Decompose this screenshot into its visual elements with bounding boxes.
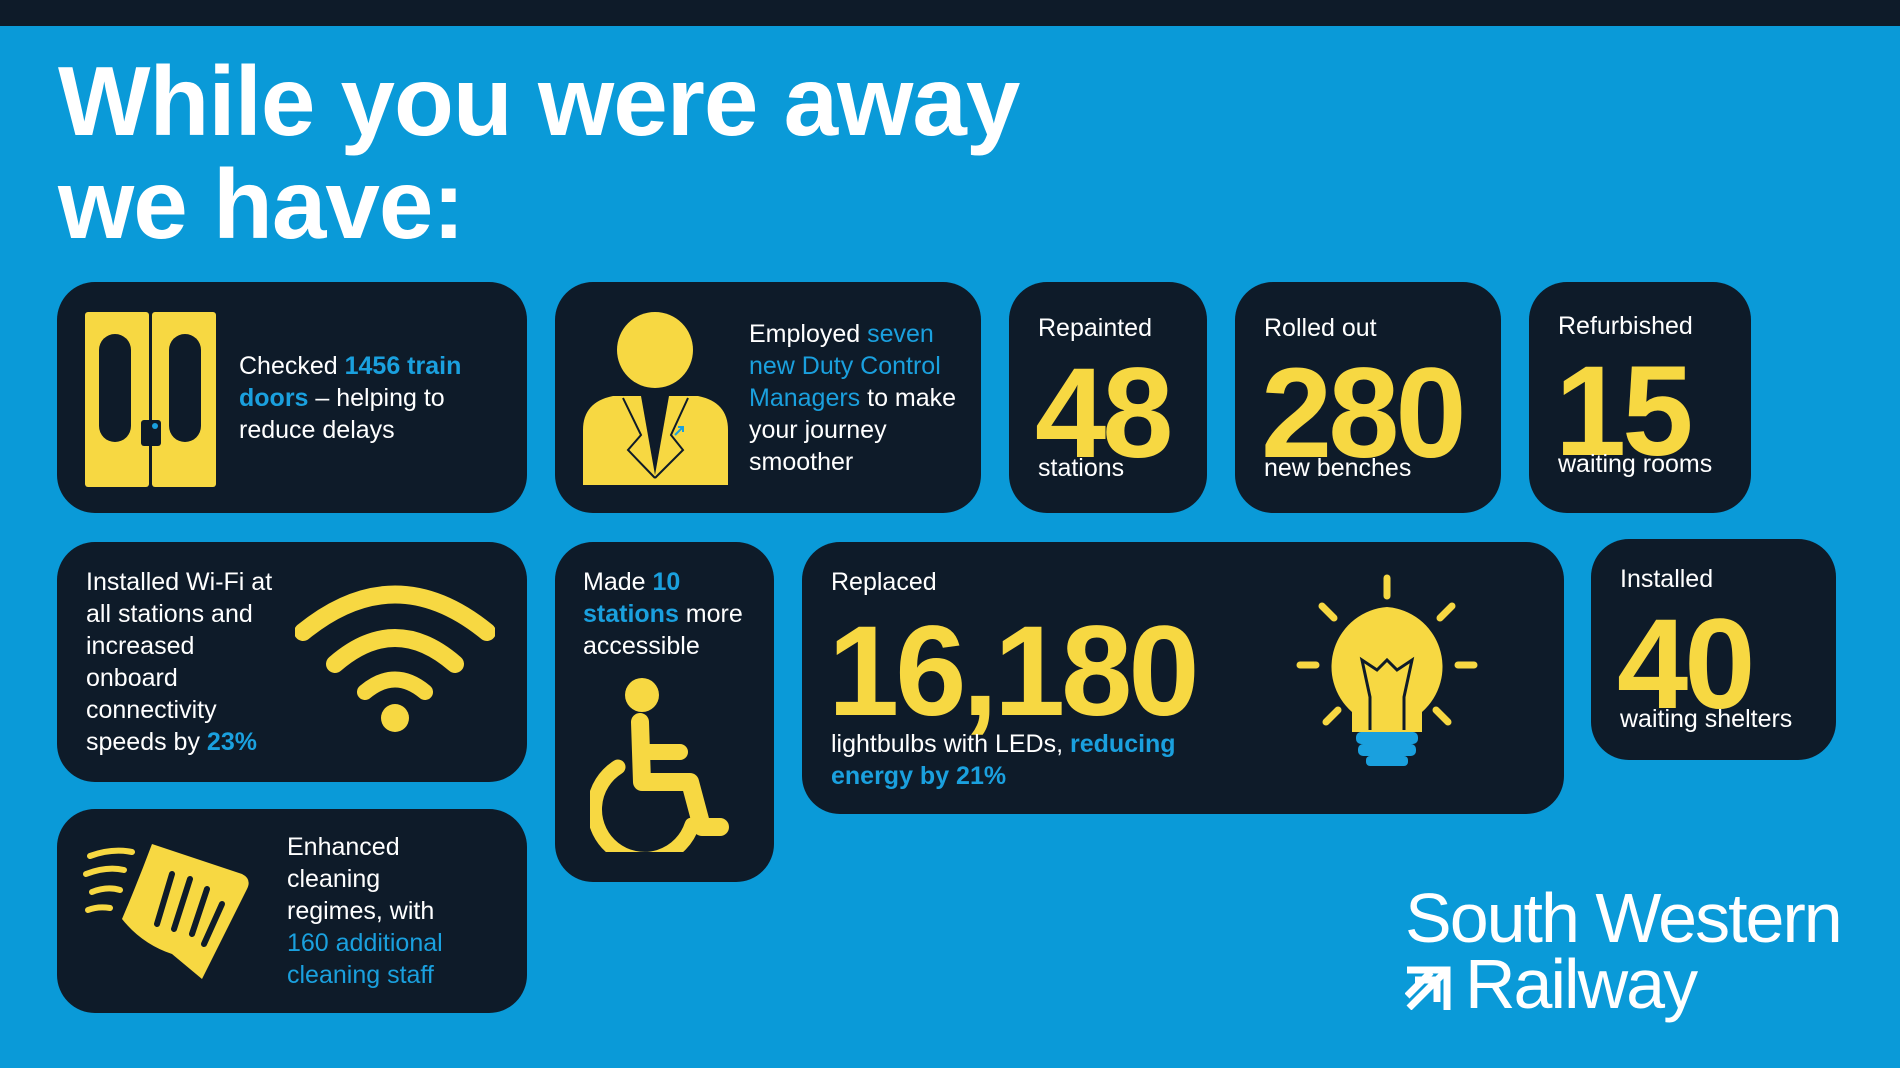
logo-line-2: Railway bbox=[1465, 945, 1698, 1023]
stat-number: 15 bbox=[1555, 340, 1693, 483]
highlight: 23% bbox=[206, 728, 257, 756]
south-western-railway-logo: South Western Railway bbox=[1405, 879, 1843, 1023]
cleaning-text: Enhanced cleaning regimes, with 160 addi… bbox=[287, 831, 477, 991]
stat-number: 48 bbox=[1035, 342, 1173, 485]
stat-label: Installed bbox=[1620, 565, 1714, 593]
stat-unit: waiting rooms bbox=[1558, 450, 1713, 478]
stat-label: Rolled out bbox=[1264, 314, 1377, 342]
text: more accessible bbox=[583, 600, 743, 660]
text: Enhanced cleaning regimes, with bbox=[287, 833, 435, 925]
stat-number: 16,180 bbox=[828, 600, 1199, 743]
card-new-benches: Rolled out 280 new benches bbox=[1235, 282, 1501, 513]
card-waiting-shelters: Installed 40 waiting shelters bbox=[1591, 539, 1836, 760]
logo-line-1: South Western bbox=[1405, 879, 1843, 957]
text: – helping to reduce delays bbox=[239, 384, 445, 444]
highlight: reducing energy by 21% bbox=[831, 730, 1176, 790]
highlight: 160 additional cleaning staff bbox=[287, 929, 443, 989]
card-train-doors: Checked 1456 train doors – helping to re… bbox=[57, 282, 527, 513]
card-duty-managers: Employed seven new Duty Control Managers… bbox=[555, 282, 981, 513]
wheelchair-icon bbox=[590, 678, 729, 852]
managers-text: Employed seven new Duty Control Managers… bbox=[749, 318, 969, 478]
card-waiting-rooms: Refurbished 15 waiting rooms bbox=[1529, 282, 1751, 513]
text: to make your journey smoother bbox=[749, 384, 957, 476]
card-cleaning: Enhanced cleaning regimes, with 160 addi… bbox=[57, 809, 527, 1013]
stat-label: Replaced bbox=[831, 568, 937, 596]
card-accessible-stations: Made 10 stations more accessible bbox=[555, 542, 774, 882]
highlight: 1456 train doors bbox=[239, 352, 462, 412]
accessible-text: Made 10 stations more accessible bbox=[583, 566, 763, 662]
lightbulb-icon bbox=[1296, 574, 1478, 766]
card-lightbulbs: Replaced 16,180 lightbulbs with LEDs, re… bbox=[802, 542, 1564, 814]
stat-unit: waiting shelters bbox=[1620, 705, 1793, 733]
text: Made bbox=[583, 568, 653, 596]
card-repainted-stations: Repainted 48 stations bbox=[1009, 282, 1207, 513]
title-line-2: we have: bbox=[58, 149, 465, 259]
top-bar bbox=[0, 0, 1900, 26]
cleaning-hand-icon bbox=[83, 844, 249, 979]
manager-person-icon bbox=[583, 312, 728, 485]
text: Installed Wi-Fi at all stations and incr… bbox=[86, 568, 273, 756]
arrow-logo-icon bbox=[1405, 966, 1451, 1010]
text: lightbulbs with LEDs, bbox=[831, 730, 1071, 758]
stat-unit: new benches bbox=[1264, 454, 1412, 482]
logo-line-2-row: Railway bbox=[1405, 945, 1841, 1023]
wifi-text: Installed Wi-Fi at all stations and incr… bbox=[86, 566, 291, 758]
stat-label: Repainted bbox=[1038, 314, 1152, 342]
doors-text: Checked 1456 train doors – helping to re… bbox=[239, 350, 489, 446]
stat-label: Refurbished bbox=[1558, 312, 1693, 340]
page-title: While you were away we have: bbox=[58, 46, 1020, 259]
highlight: seven new Duty Control Managers bbox=[749, 320, 941, 412]
text: Employed bbox=[749, 320, 868, 348]
train-doors-icon bbox=[85, 312, 216, 487]
stat-number: 280 bbox=[1261, 342, 1467, 485]
lightbulbs-text: lightbulbs with LEDs, reducing energy by… bbox=[831, 728, 1211, 792]
stat-unit: stations bbox=[1038, 454, 1125, 482]
title-line-1: While you were away bbox=[58, 46, 1020, 156]
wifi-icon bbox=[295, 585, 495, 732]
highlight: 10 stations bbox=[583, 568, 681, 628]
stat-number: 40 bbox=[1617, 593, 1755, 736]
card-wifi: Installed Wi-Fi at all stations and incr… bbox=[57, 542, 527, 782]
text: Checked bbox=[239, 352, 345, 380]
